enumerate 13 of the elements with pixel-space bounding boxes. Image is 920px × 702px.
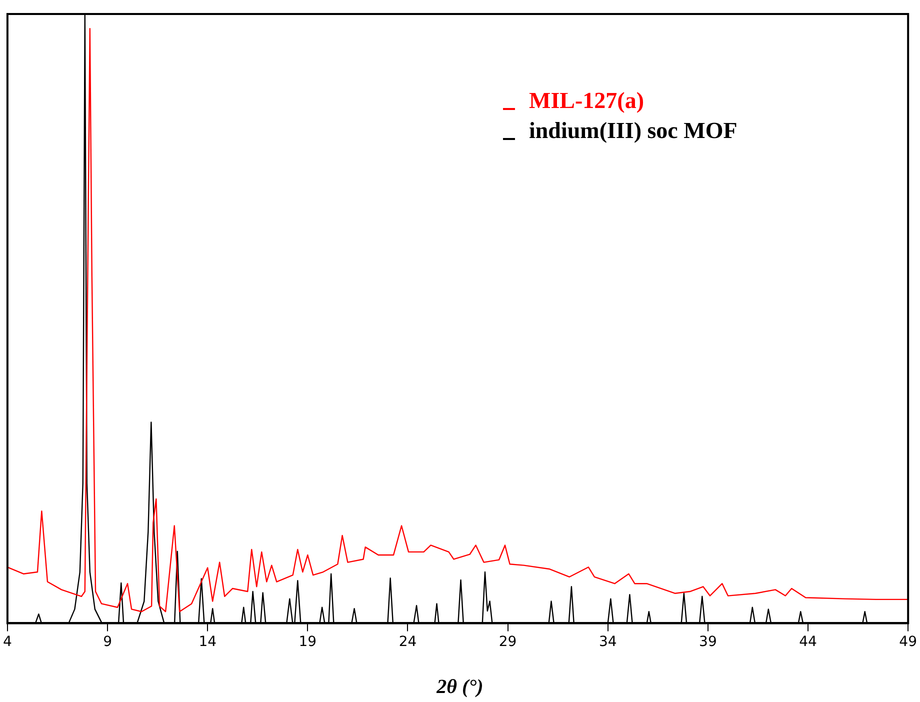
x-tick-label: 39 [699, 634, 717, 650]
x-tick-label: 34 [598, 634, 617, 650]
x-tick-label: 29 [498, 634, 517, 650]
x-tick-label: 19 [298, 634, 317, 650]
x-tick-label: 49 [899, 634, 918, 650]
x-tick-label: 44 [799, 634, 818, 650]
x-tick-label: 9 [103, 634, 112, 650]
x-axis-title: 2θ (°) [436, 676, 484, 699]
legend-label: indium(III) soc MOF [529, 118, 738, 143]
legend-label: MIL-127(a) [529, 88, 644, 113]
x-tick-label: 4 [2, 634, 12, 650]
x-tick-label: 24 [398, 634, 417, 650]
x-tick-label: 14 [198, 634, 217, 650]
